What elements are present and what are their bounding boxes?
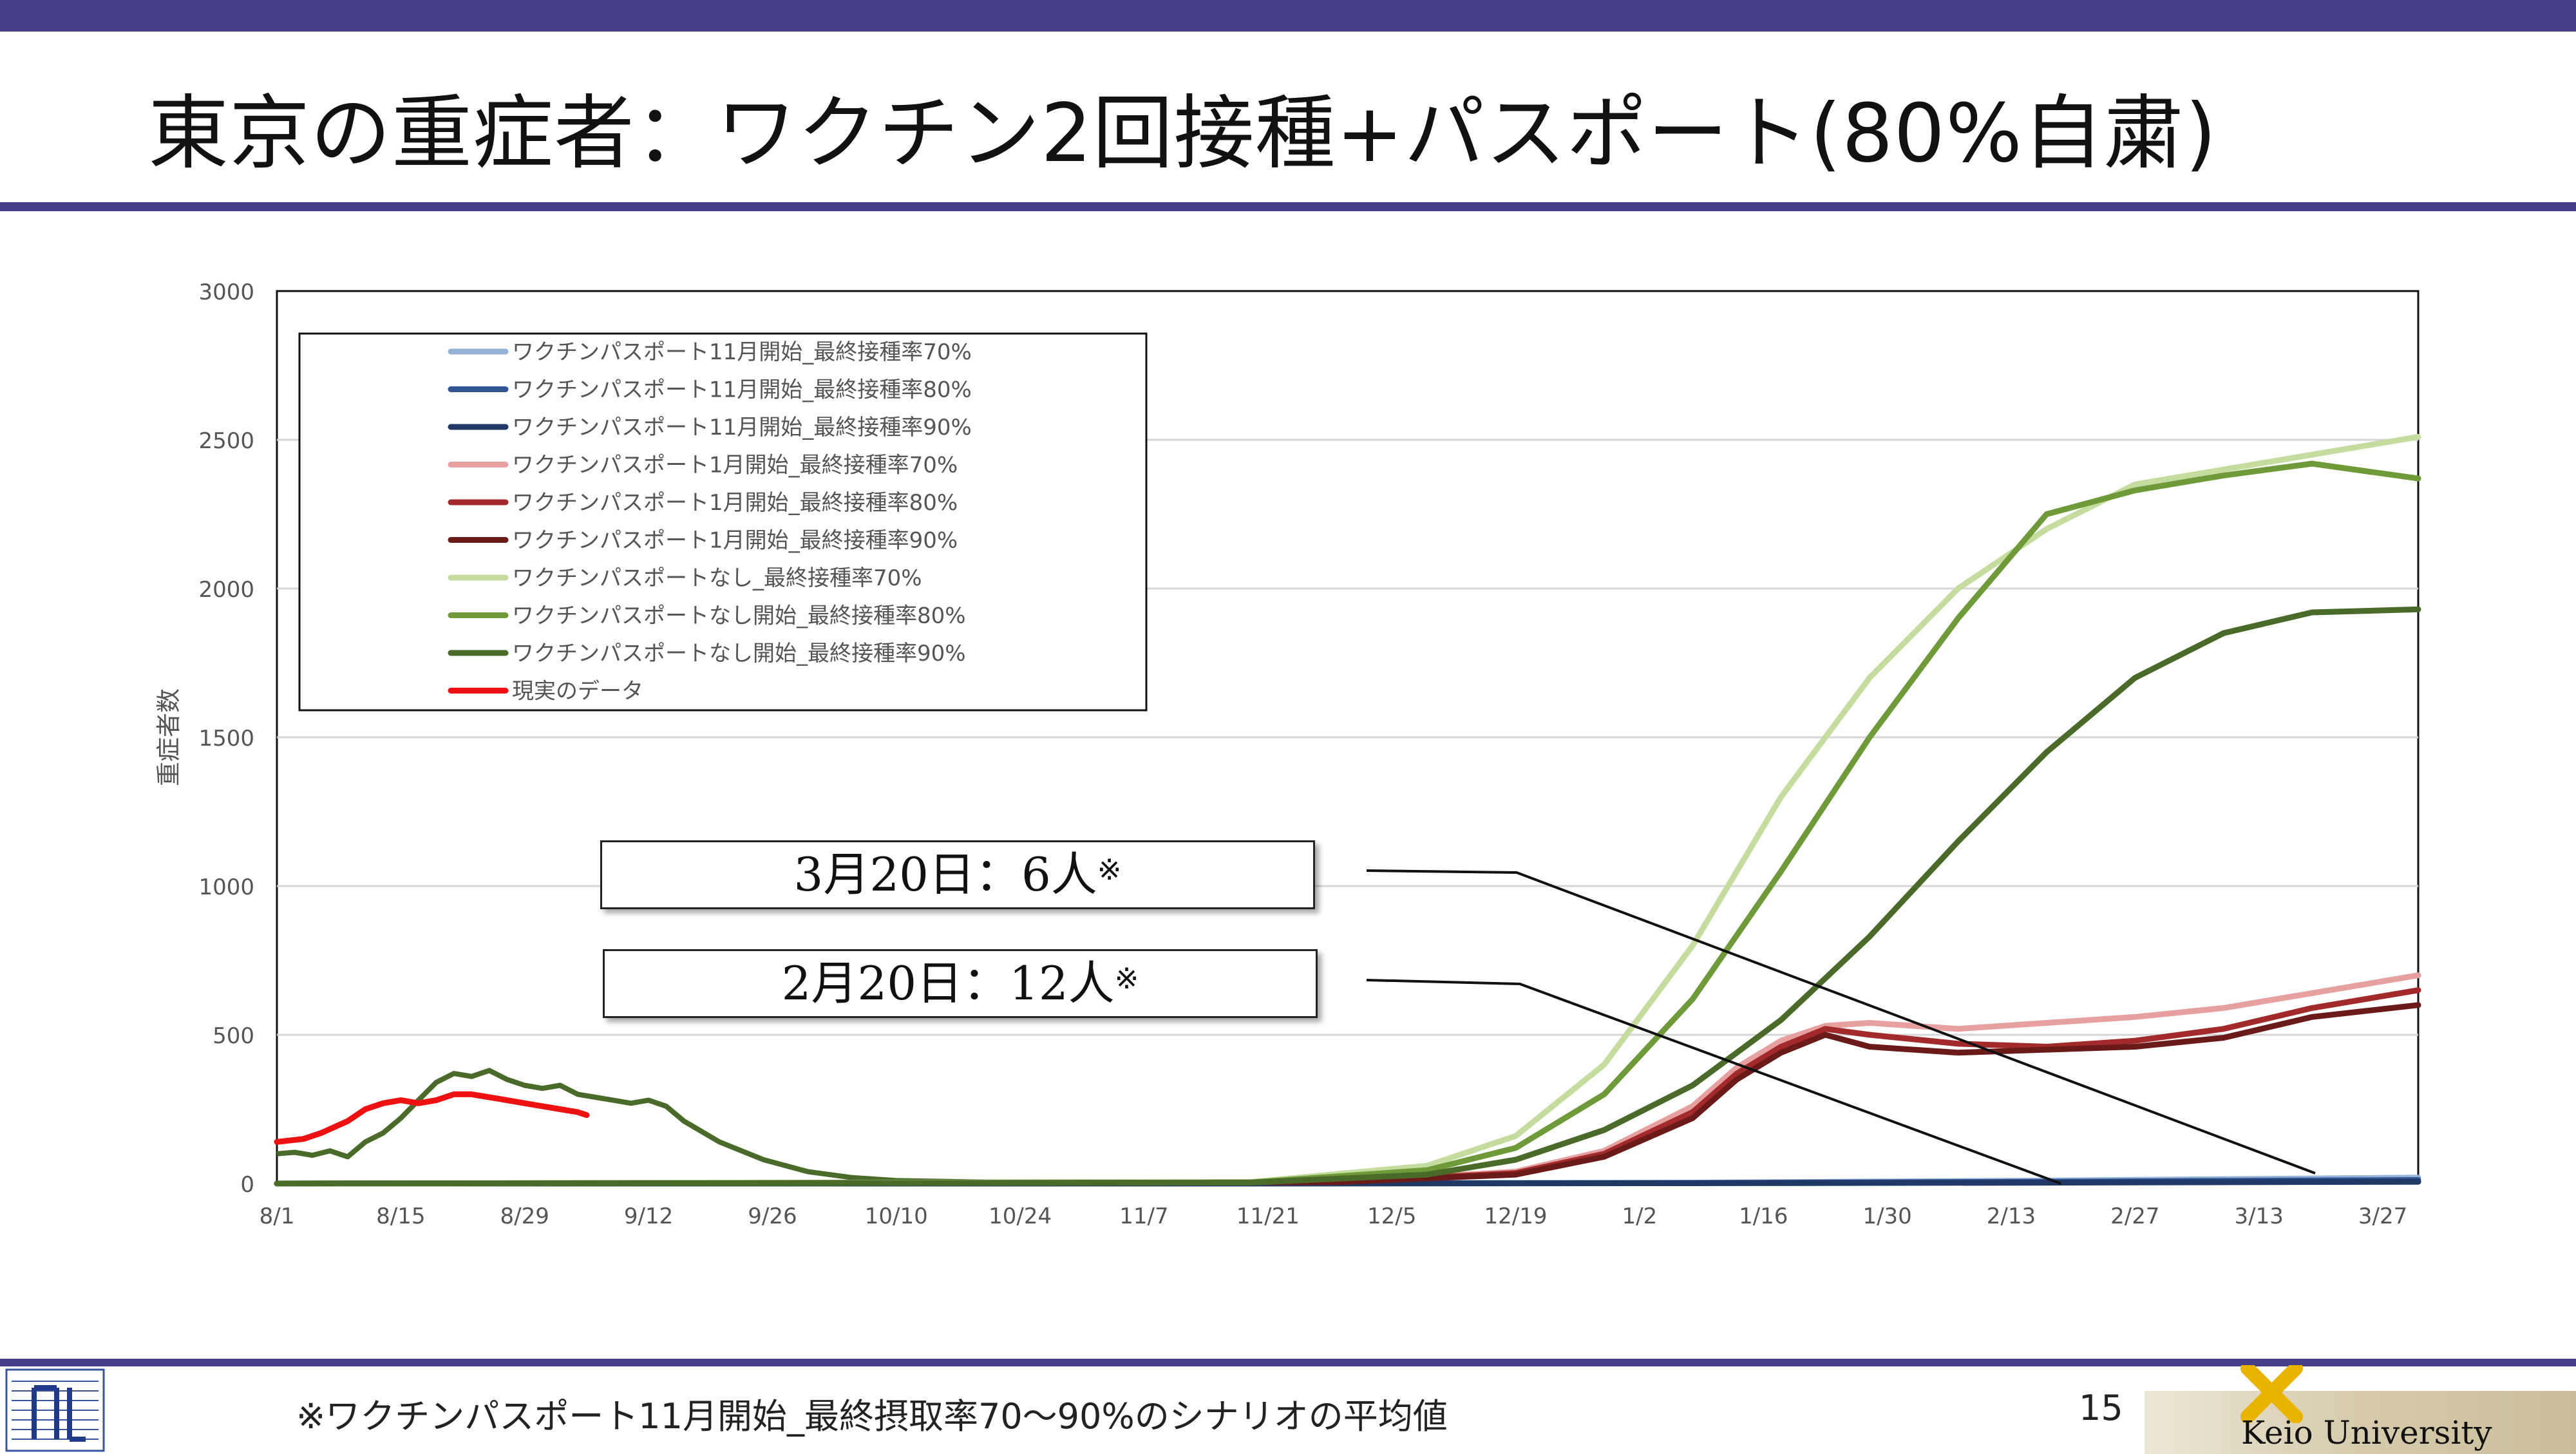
x-tick-label: 1/16 <box>1739 1204 1788 1229</box>
legend-entry: ワクチンパスポート11月開始_最終接種率70% <box>512 339 972 365</box>
series-line-history <box>276 1068 1339 1185</box>
y-tick-label: 1500 <box>198 726 254 751</box>
y-tick-label: 2000 <box>198 577 254 603</box>
keio-pen-icon <box>2240 1365 2303 1423</box>
y-tick-label: 500 <box>213 1023 254 1049</box>
legend-entry: ワクチンパスポート11月開始_最終接種率80% <box>512 377 972 403</box>
series-layer <box>274 433 2421 1187</box>
annotation-march-date: 3月20日： <box>793 847 1021 902</box>
legend-entry: 現実のデータ <box>512 679 643 704</box>
x-tick-label: 10/10 <box>865 1204 928 1229</box>
y-tick-label: 3000 <box>198 279 254 305</box>
y-axis-label: 重症者数 <box>155 688 183 786</box>
x-tick-label: 1/2 <box>1622 1204 1658 1229</box>
series-line <box>274 1002 2421 1187</box>
x-tick-label: 11/21 <box>1236 1204 1300 1229</box>
annotation-february-mark: ※ <box>1114 961 1139 996</box>
legend-entry: ワクチンパスポート1月開始_最終接種率80% <box>512 490 958 516</box>
legend-box <box>298 332 1148 712</box>
y-tick-label: 2500 <box>198 428 254 454</box>
annotation-february-date: 2月20日： <box>781 956 1010 1010</box>
legend-entry: ワクチンパスポート11月開始_最終接種率90% <box>512 415 972 440</box>
x-tick-label: 2/13 <box>1987 1204 2036 1229</box>
legend-entry: ワクチンパスポートなし_最終接種率70% <box>512 565 922 591</box>
annotation-february-count: 12人 <box>1009 956 1115 1010</box>
legend: ワクチンパスポート11月開始_最終接種率70% ワクチンパスポート11月開始_最終… <box>298 332 1148 712</box>
annotation-leader <box>1366 869 2316 1175</box>
x-tick-label: 11/7 <box>1119 1204 1168 1229</box>
x-tick-label: 8/1 <box>260 1204 295 1229</box>
annotation-march-count: 6人 <box>1021 847 1097 902</box>
series-line <box>274 433 2421 1187</box>
x-tick-label: 8/15 <box>376 1204 425 1229</box>
slide-title: 東京の重症者：ワクチン2回接種+パスポート(80%自粛) <box>148 87 2217 180</box>
top-accent-bar <box>0 0 2576 32</box>
page-number: 15 <box>2079 1388 2123 1428</box>
x-tick-label: 3/13 <box>2235 1204 2284 1229</box>
x-tick-label: 2/27 <box>2110 1204 2159 1229</box>
annotation-march-mark: ※ <box>1097 853 1122 887</box>
y-tick-label: 0 <box>240 1172 254 1198</box>
keio-logo: Keio University <box>2145 1365 2576 1454</box>
axis-layer: 0 500 1000 1500 2000 2500 3000 8/1 8/15 8/29 9/12 9… <box>155 279 2407 1229</box>
x-tick-label: 9/26 <box>748 1204 797 1229</box>
series-line <box>274 606 2421 1187</box>
footnote: ※ワクチンパスポート11月開始_最終摂取率70～90%のシナリオの平均値 <box>296 1396 1448 1437</box>
x-tick-label: 8/29 <box>500 1204 549 1229</box>
title-divider <box>0 202 2576 211</box>
x-tick-label: 12/19 <box>1484 1204 1548 1229</box>
university-name: Keio University <box>2241 1414 2492 1451</box>
legend-entry: ワクチンパスポート1月開始_最終接種率70% <box>512 453 958 478</box>
lab-logo-icon <box>5 1368 105 1452</box>
series-line <box>274 460 2421 1187</box>
x-tick-label: 12/5 <box>1367 1204 1416 1229</box>
legend-entry: ワクチンパスポート1月開始_最終接種率90% <box>512 528 958 554</box>
series-line <box>274 1091 590 1145</box>
annotation-box-march: 3月20日：6人※ <box>600 840 1315 909</box>
x-tick-label: 10/24 <box>989 1204 1052 1229</box>
x-tick-label: 9/12 <box>624 1204 673 1229</box>
legend-entry: ワクチンパスポートなし開始_最終接種率90% <box>512 641 966 666</box>
annotation-leader <box>1366 979 2061 1185</box>
x-tick-label: 1/30 <box>1862 1204 1911 1229</box>
annotation-leaders <box>1366 869 2316 1185</box>
x-tick-label: 3/27 <box>2358 1204 2407 1229</box>
legend-entry: ワクチンパスポートなし開始_最終接種率80% <box>512 603 966 629</box>
annotation-box-february: 2月20日：12人※ <box>603 949 1318 1018</box>
y-tick-label: 1000 <box>198 874 254 900</box>
footer-divider <box>0 1359 2576 1366</box>
